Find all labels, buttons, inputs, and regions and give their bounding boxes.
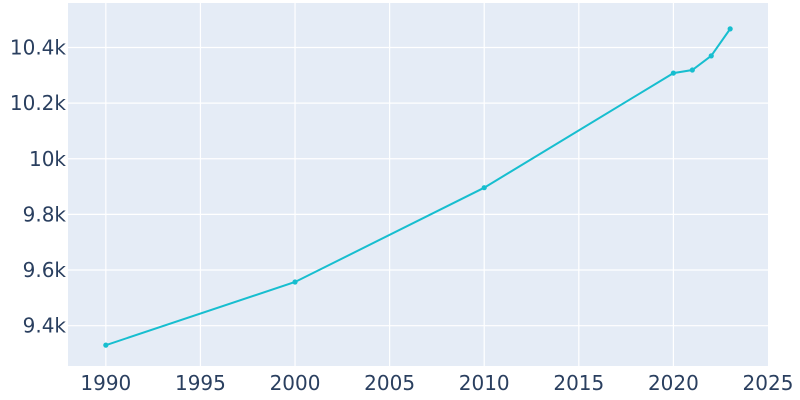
- data-point: [689, 67, 695, 73]
- x-gridlines: [105, 3, 675, 366]
- y-tick-label: 9.8k: [23, 202, 67, 226]
- y-tick-label: 9.6k: [23, 258, 67, 282]
- x-tick-label: 1995: [175, 371, 226, 395]
- data-point: [727, 26, 733, 32]
- y-axis-tick-labels: 9.4k 9.6k 9.8k 10k 10.2k 10.4k: [10, 36, 67, 338]
- plot-background: [68, 3, 768, 366]
- x-tick-label: 1990: [80, 371, 131, 395]
- y-tick-label: 10.4k: [10, 36, 67, 60]
- data-point: [103, 342, 109, 348]
- data-point: [670, 70, 677, 76]
- x-tick-label: 2005: [364, 371, 415, 395]
- y-tick-label: 10.2k: [10, 91, 67, 115]
- x-tick-label: 2015: [553, 371, 604, 395]
- data-point: [481, 185, 487, 191]
- data-point: [292, 279, 298, 285]
- data-point: [708, 53, 714, 59]
- x-tick-label: 2000: [270, 371, 321, 395]
- x-tick-label: 2010: [459, 371, 510, 395]
- x-tick-label: 2020: [648, 371, 699, 395]
- x-axis-tick-labels: 1990 1995 2000 2005 2010 2015 2020 2025: [80, 371, 793, 395]
- series-layer: [103, 26, 733, 348]
- y-tick-label: 9.4k: [23, 314, 67, 338]
- x-tick-label: 2025: [743, 371, 794, 395]
- y-gridlines: [68, 46, 768, 327]
- y-tick-label: 10k: [29, 147, 66, 171]
